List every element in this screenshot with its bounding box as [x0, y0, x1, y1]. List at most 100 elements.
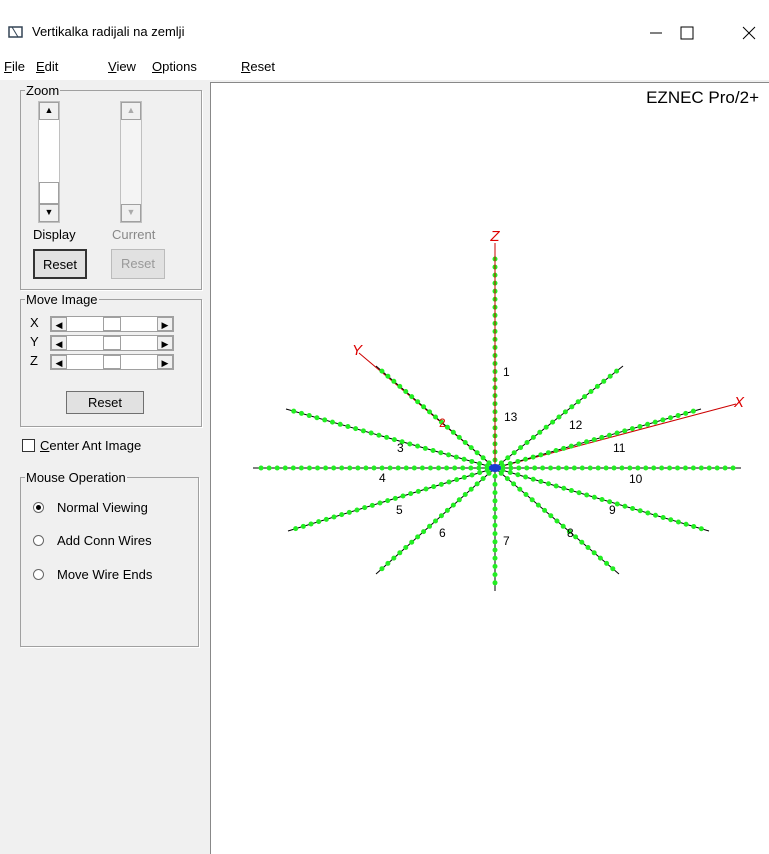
segment-dot — [594, 383, 600, 389]
segment-dot — [427, 465, 433, 471]
radio-selected[interactable] — [33, 502, 44, 513]
segment-dot — [595, 465, 601, 471]
segment-dot — [653, 512, 658, 518]
segment-dot — [387, 465, 393, 471]
menu-bar: File Edit View Options Reset — [0, 50, 769, 80]
window-controls[interactable] — [640, 18, 769, 48]
segment-dot — [573, 534, 579, 540]
reset-display-button[interactable]: Reset — [33, 249, 87, 279]
segment-dot — [486, 460, 492, 466]
segment-dot — [548, 465, 554, 471]
segment-dot — [461, 456, 467, 462]
label: Current — [112, 227, 156, 242]
segment-dot — [438, 419, 444, 425]
segment-dot — [523, 456, 529, 462]
segment-dot — [436, 465, 442, 471]
axis-label: Z — [489, 228, 500, 245]
segment-dot — [331, 465, 337, 471]
segment-dot — [553, 448, 559, 454]
segment-dot — [579, 465, 585, 471]
segment-dot — [379, 368, 385, 374]
segment-dot — [668, 517, 674, 523]
segment-dot — [391, 437, 397, 443]
segment-dot — [403, 389, 409, 394]
segment-dot — [323, 516, 329, 522]
segment-dot — [607, 499, 613, 505]
segment-dot — [427, 409, 433, 415]
segment-dot — [630, 506, 636, 511]
radio-label[interactable]: Normal Viewing — [57, 500, 148, 515]
segment-dot — [409, 394, 415, 400]
move-y-scrollbar[interactable]: ◀ ▶ — [50, 335, 174, 351]
segment-dot — [508, 465, 514, 471]
segment-dot — [298, 410, 304, 416]
segment-dot — [643, 465, 649, 471]
segment-dot — [419, 465, 425, 471]
menu-item[interactable]: View — [108, 59, 136, 74]
segment-dot — [730, 465, 736, 471]
segment-dot — [538, 452, 544, 458]
checkbox[interactable] — [22, 439, 35, 452]
segment-dot — [450, 429, 456, 435]
segment-dot — [568, 488, 574, 493]
segment-dot — [363, 465, 369, 471]
wire-number: 8 — [567, 526, 574, 540]
move-x-scrollbar[interactable]: ◀ ▶ — [50, 316, 174, 332]
scroll-down: ▼ — [121, 204, 141, 222]
segment-dot — [706, 465, 712, 471]
segment-dot — [444, 507, 450, 513]
scroll-up: ▲ — [121, 102, 141, 120]
radio[interactable] — [33, 535, 44, 546]
segment-dot — [474, 450, 480, 456]
segment-dot — [322, 417, 328, 423]
segment-dot — [622, 503, 628, 509]
menu-item[interactable]: Edit — [36, 59, 59, 74]
radio-label[interactable]: Add Conn Wires — [57, 533, 152, 548]
zoom-display-scrollbar[interactable]: ▲ ▼ — [38, 101, 60, 223]
segment-dot — [675, 519, 681, 525]
menu-item[interactable]: File — [4, 59, 25, 74]
segment-dot — [431, 484, 437, 490]
axis-label: Y — [30, 334, 39, 349]
segment-dot — [535, 502, 541, 508]
radio[interactable] — [33, 569, 44, 580]
segment-dot — [316, 519, 322, 525]
segment-dot — [524, 465, 530, 471]
segment-dot — [606, 432, 612, 438]
checkbox-label[interactable]: Center Ant Image — [40, 438, 142, 453]
scroll-up[interactable]: ▲ — [39, 102, 59, 120]
menu-item[interactable]: Options — [152, 59, 197, 74]
segment-dot — [556, 414, 562, 420]
segment-dot — [530, 454, 536, 460]
segment-dot — [691, 524, 697, 529]
move-z-scrollbar[interactable]: ◀ ▶ — [50, 354, 174, 370]
segment-dot — [601, 378, 607, 384]
wire — [494, 408, 702, 469]
segment-dot — [422, 445, 428, 451]
radio-label[interactable]: Move Wire Ends — [57, 567, 153, 582]
segment-dot — [492, 481, 498, 487]
segment-dot — [492, 580, 498, 586]
wire-number: 3 — [397, 441, 404, 455]
reset-move-button[interactable]: Reset — [66, 391, 144, 414]
segment-dot — [511, 450, 517, 456]
segment-dot — [407, 441, 413, 447]
segment-dot — [560, 523, 566, 529]
scroll-down[interactable]: ▼ — [39, 204, 59, 222]
segment-dot — [603, 465, 609, 471]
segment-dot — [477, 470, 483, 476]
menu-item[interactable]: Reset — [241, 59, 275, 74]
segment-dot — [511, 481, 517, 487]
segment-dot — [591, 494, 597, 500]
segment-dot — [537, 429, 543, 435]
label: Display — [33, 227, 76, 242]
segment-dot — [667, 415, 673, 421]
segment-dot — [614, 368, 620, 374]
scroll-thumb[interactable] — [39, 182, 59, 204]
window-title: Vertikalka radijali na zemlji — [32, 24, 185, 39]
wire-number: 12 — [569, 418, 583, 432]
segment-dot — [480, 476, 486, 482]
group-title: Mouse Operation — [25, 470, 127, 485]
segment-dot — [545, 450, 551, 456]
